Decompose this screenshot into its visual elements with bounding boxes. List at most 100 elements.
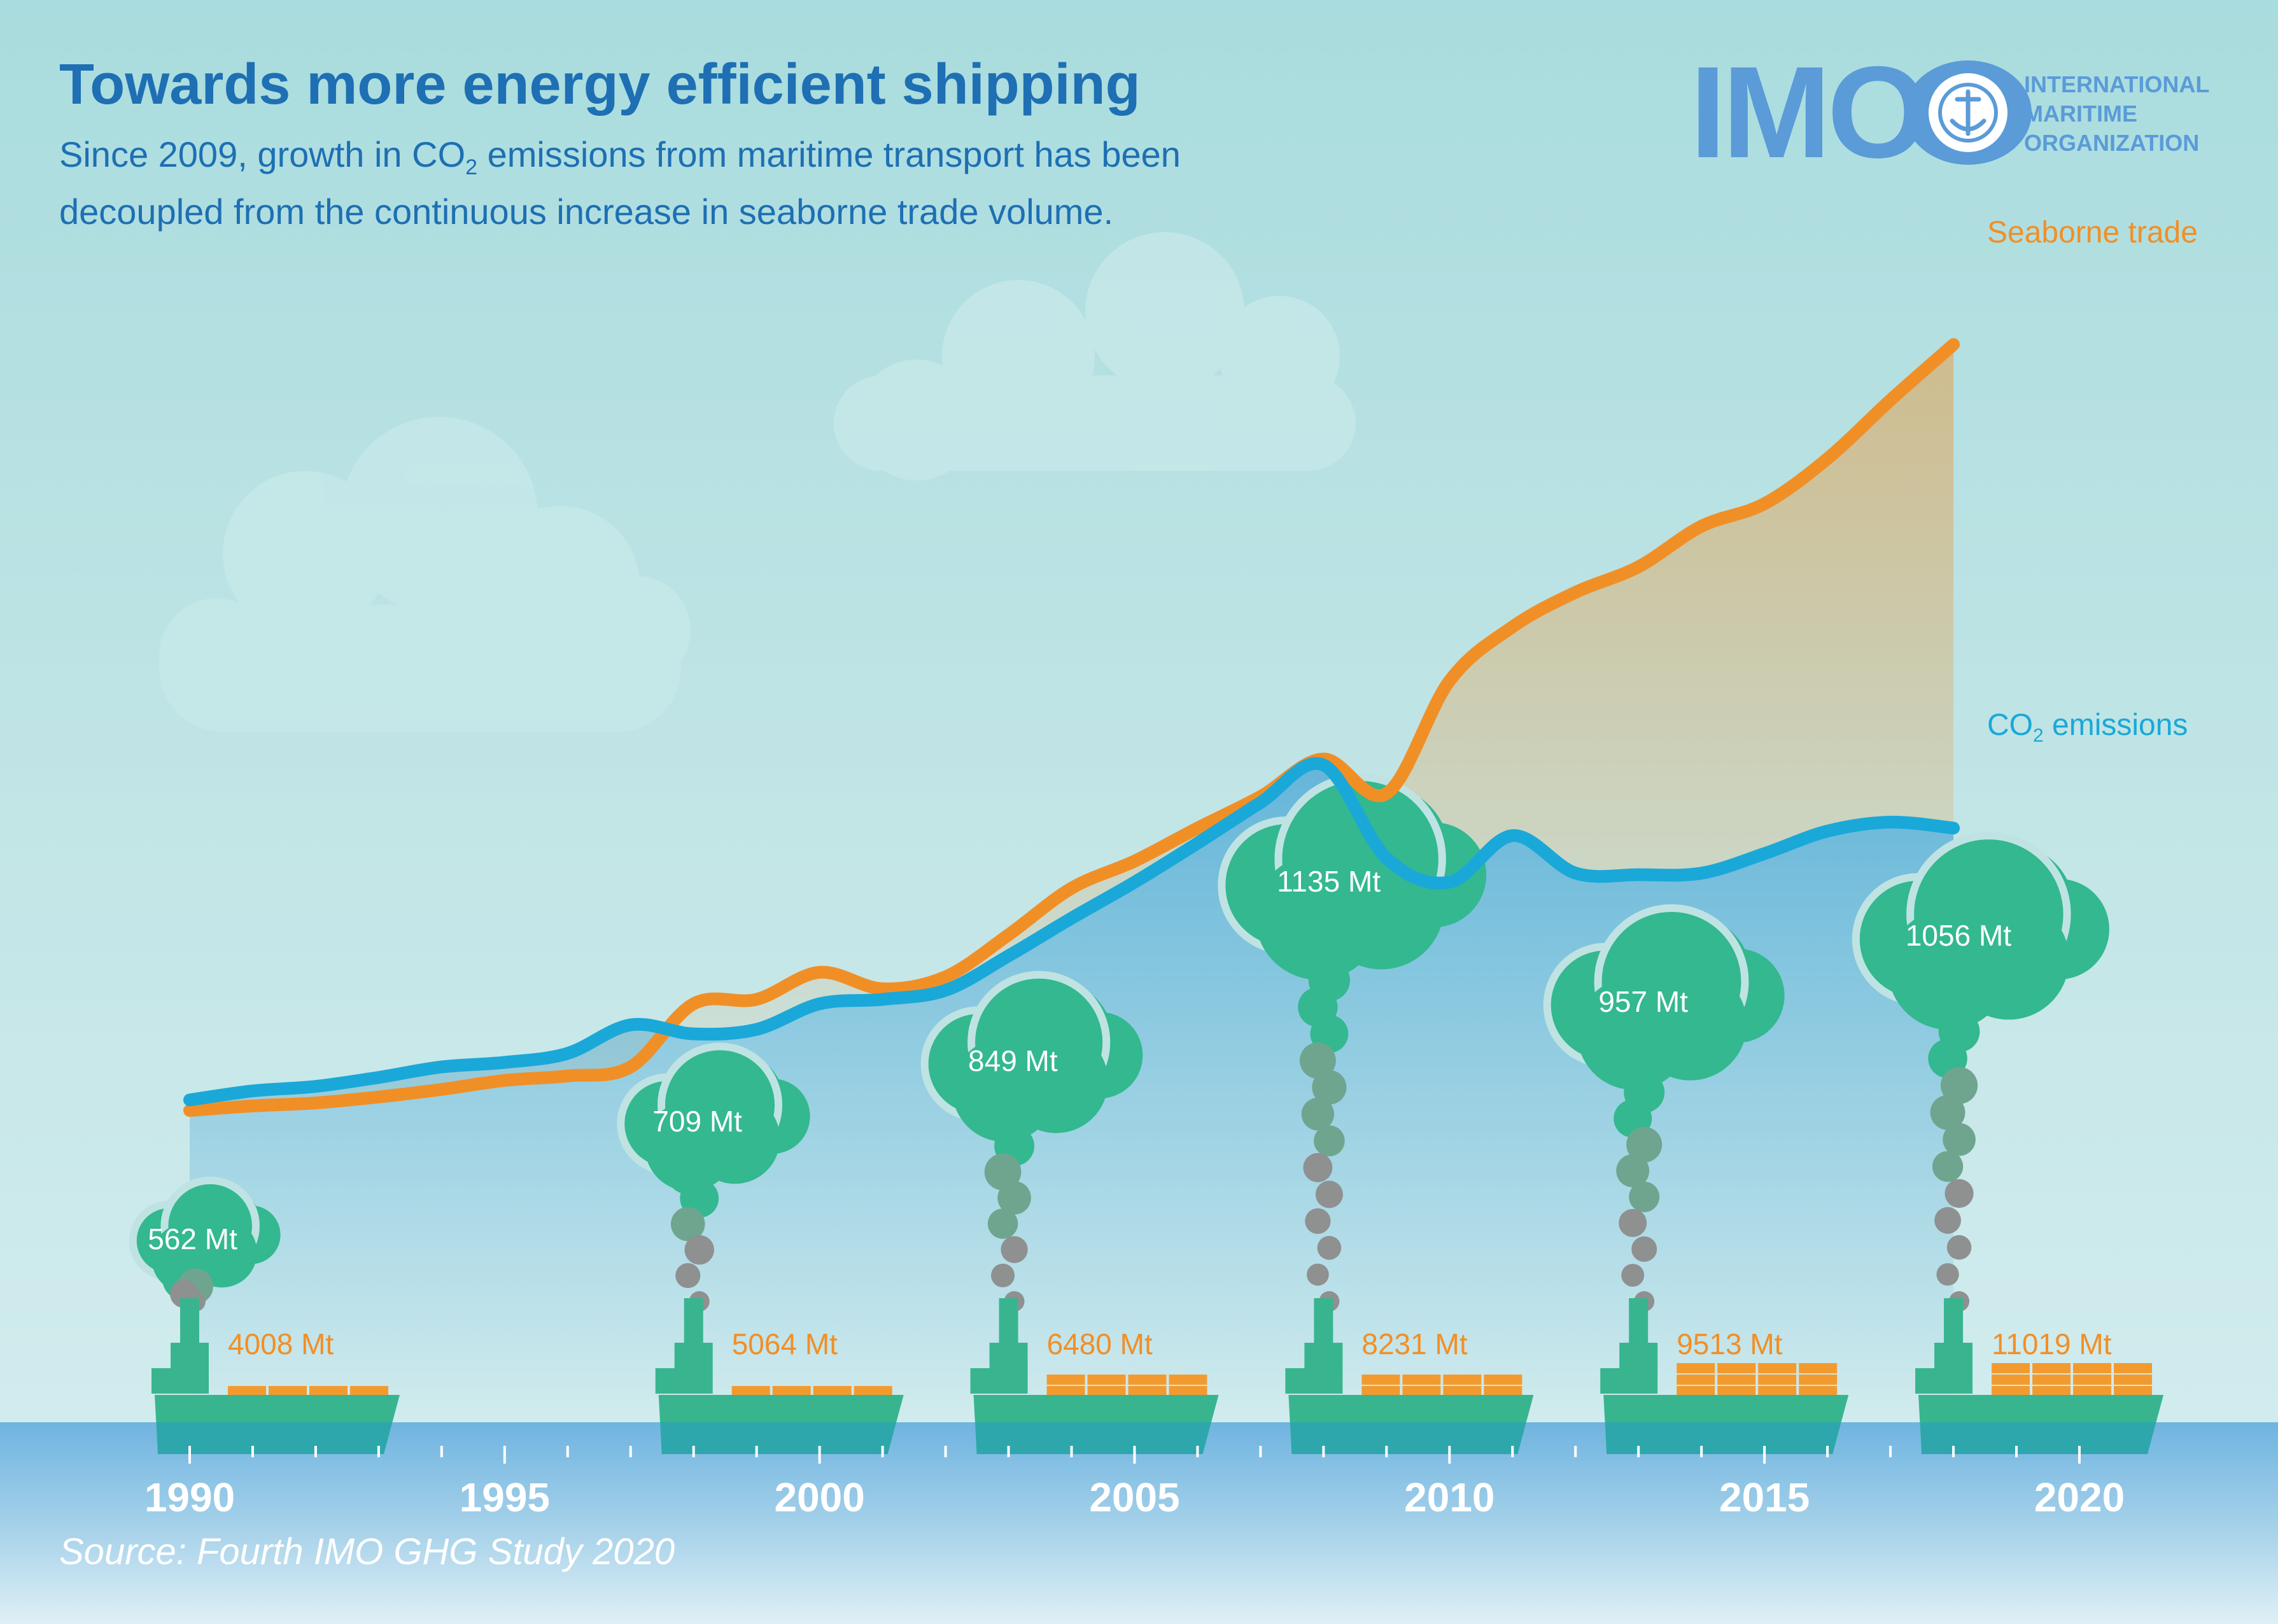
cargo-container [1402,1386,1441,1396]
subtitle-text-a: Since 2009, growth in CO [59,134,466,174]
smoke-puff [1934,1207,1961,1234]
cargo-container [813,1386,852,1396]
ship-hull-waterline [157,1422,392,1454]
cargo-container [1046,1375,1085,1385]
cargo-container [269,1386,307,1396]
cargo-container [2073,1363,2112,1373]
value-labels: 562 Mt 709 Mt 849 Mt 1135 Mt 957 Mt 1056 Mt 40… [148,865,2111,1361]
smoke-puff [984,1153,1022,1191]
x-tick-label: 2000 [774,1474,864,1520]
smoke-puff [1001,1236,1028,1263]
subtitle-text-b: emissions from maritime transport has be… [477,134,1181,174]
smoke-puff [1616,1154,1650,1187]
ship-bridge [970,1368,996,1394]
co2-value-label-2018: 1056 Mt [1906,919,2011,952]
smoke-puff [1936,1263,1959,1286]
cargo-container [1992,1363,2030,1373]
smoke-puff [1301,1098,1335,1131]
cargo-container [1484,1375,1522,1385]
trade-value-label-2013: 9513 Mt [1677,1327,1782,1361]
legend-co2-subscript: 2 [2033,725,2044,746]
cargo-container [2032,1375,2071,1385]
series-line-co2-emissions [183,757,1960,1107]
co2-value-label-1990: 562 Mt [148,1222,237,1256]
cargo-container [1799,1363,1838,1373]
cargo-container [1361,1386,1400,1396]
smoke-puff [1621,1263,1645,1287]
smoke-puff [1317,1236,1342,1260]
co2-value-label-2008: 1135 Mt [1277,865,1381,898]
cargo-container [1758,1386,1797,1396]
smoke-puff [1315,1180,1343,1208]
ship-hull-waterline [1605,1422,1841,1454]
smoke-puff [1944,1179,1974,1208]
x-tick-label: 2010 [1404,1474,1494,1520]
trade-emissions-gap-area [190,344,1954,1110]
cargo-container [1087,1386,1126,1396]
smoke-puff [1312,1070,1347,1105]
cargo-container [350,1386,388,1396]
cargo-container [731,1386,770,1396]
smoke-puff [997,1180,1031,1215]
cargo-container [772,1386,811,1396]
cargo-container [309,1386,348,1396]
source-note: Source: Fourth IMO GHG Study 2020 [59,1531,675,1572]
smoke-puff [1629,1181,1660,1212]
cloud-lobe [1577,977,1691,1090]
cargo-container [854,1386,892,1396]
cargo-container [1677,1386,1715,1396]
x-tick-label: 2005 [1089,1474,1179,1520]
logo-org-line-2: MARITIME [2024,101,2137,127]
cargo-container [1046,1386,1085,1396]
cargo-container [1443,1375,1482,1385]
ship-hull-waterline [660,1422,896,1454]
smoke-puff [990,1263,1015,1287]
smoke-puff [1626,1126,1663,1163]
subtitle-subscript: 2 [465,155,478,180]
legend-co2-base: CO [1987,708,2033,742]
ship-hull-waterline [1290,1422,1526,1454]
cargo-container [1758,1375,1797,1385]
x-tick-label: 2020 [2034,1474,2125,1520]
cargo-container [1361,1375,1400,1385]
cargo-container [1717,1375,1756,1385]
background-clouds [159,232,1356,732]
smoke-puff [684,1235,714,1265]
cargo-container [2073,1386,2112,1396]
co2-value-label-2003: 849 Mt [968,1044,1058,1077]
ship-bridge [1600,1368,1626,1394]
cargo-container [2032,1386,2071,1396]
cloud-lobe [1888,909,2009,1030]
cloud-1998 [617,1042,892,1396]
x-tick-label: 1990 [144,1474,235,1520]
cargo-container [1799,1386,1838,1396]
subtitle-line-2: decoupled from the continuous increase i… [59,192,1114,232]
ship-hulls [155,1395,2164,1454]
x-tick-label: 1995 [460,1474,550,1520]
smoke-puff [670,1207,705,1242]
cargo-container [1717,1363,1756,1373]
cargo-container [2114,1375,2153,1385]
cargo-container [1128,1375,1167,1385]
subtitle-line-1: Since 2009, growth in CO2 emissions from… [59,132,1181,190]
smoke-puff [1314,1125,1345,1157]
smoke-puff [1303,1152,1333,1182]
cloud-2018 [1852,832,2153,1396]
legend-co2-emissions: CO2 emissions [1987,708,2188,747]
cargo-container [1717,1386,1756,1396]
co2-value-label-2013: 957 Mt [1598,985,1688,1018]
cargo-container [1992,1386,2030,1396]
co2-value-label-1998: 709 Mt [652,1105,742,1138]
chart-subtitle: Since 2009, growth in CO2 emissions from… [59,132,1181,234]
smoke-puff [987,1208,1018,1239]
ship-bridge [151,1368,177,1394]
logo-wordmark: IMO [1690,39,1929,185]
cargo-container [2073,1375,2112,1385]
ship-hull-waterline [1920,1422,2156,1454]
smoke-puff [1946,1235,1972,1260]
cargo-container [2114,1363,2153,1373]
logo-org-line-1: INTERNATIONAL [2024,71,2210,97]
trade-value-label-1998: 5064 Mt [732,1327,838,1361]
